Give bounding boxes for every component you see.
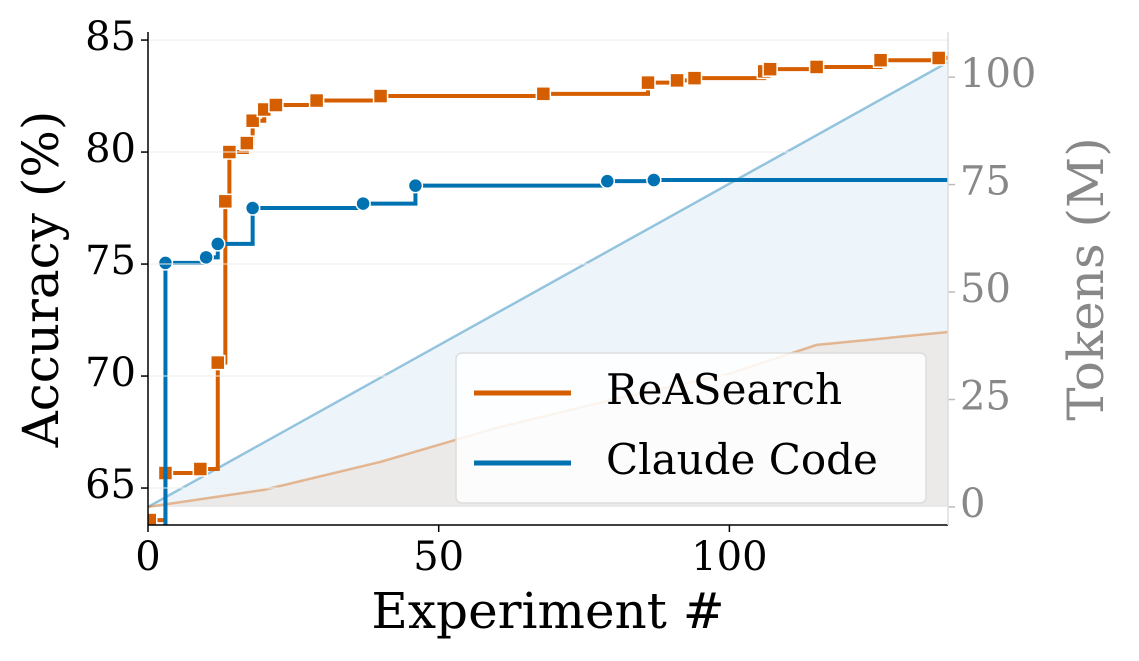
marker xyxy=(268,97,284,113)
legend-label: Claude Code xyxy=(606,435,878,484)
y2-tick-label: 100 xyxy=(960,51,1036,97)
marker xyxy=(210,354,226,371)
marker xyxy=(198,249,214,266)
y2-axis-label: Tokens (M) xyxy=(1057,137,1115,420)
y-tick-label: 85 xyxy=(85,14,136,60)
marker xyxy=(640,74,656,91)
marker xyxy=(599,173,616,189)
marker xyxy=(535,86,552,102)
y2-tick-label: 75 xyxy=(960,159,1011,205)
marker xyxy=(686,70,703,86)
y-tick-label: 70 xyxy=(85,350,136,396)
marker xyxy=(210,236,226,252)
marker xyxy=(872,52,889,68)
y-axis-label: Accuracy (%) xyxy=(12,111,70,449)
marker xyxy=(762,61,778,77)
legend-box xyxy=(455,352,927,504)
x-tick-label: 100 xyxy=(691,534,767,580)
y-tick-label: 80 xyxy=(85,126,136,172)
marker xyxy=(372,88,389,104)
legend-label: ReASearch xyxy=(606,365,842,414)
y-tick-label: 75 xyxy=(85,238,136,284)
marker xyxy=(192,461,209,477)
marker xyxy=(355,195,371,212)
marker xyxy=(308,92,325,109)
x-tick-label: 50 xyxy=(413,534,464,580)
marker xyxy=(239,135,255,151)
marker xyxy=(669,72,685,89)
marker xyxy=(244,200,261,216)
x-tick-label: 0 xyxy=(135,534,160,580)
marker xyxy=(157,255,174,271)
y2-tick-label: 50 xyxy=(960,266,1011,312)
marker xyxy=(407,177,424,194)
marker xyxy=(148,512,158,525)
y2-tick-label: 0 xyxy=(960,481,985,527)
x-axis-label: Experiment # xyxy=(371,582,724,640)
y2-tick-label: 25 xyxy=(960,373,1011,419)
marker xyxy=(808,59,825,75)
y-tick-label: 65 xyxy=(85,462,136,508)
legend: ReASearch Claude Code xyxy=(455,352,927,504)
token-line xyxy=(148,60,948,509)
marker xyxy=(217,193,234,210)
marker xyxy=(244,112,261,129)
marker xyxy=(930,50,947,66)
marker xyxy=(646,172,662,188)
